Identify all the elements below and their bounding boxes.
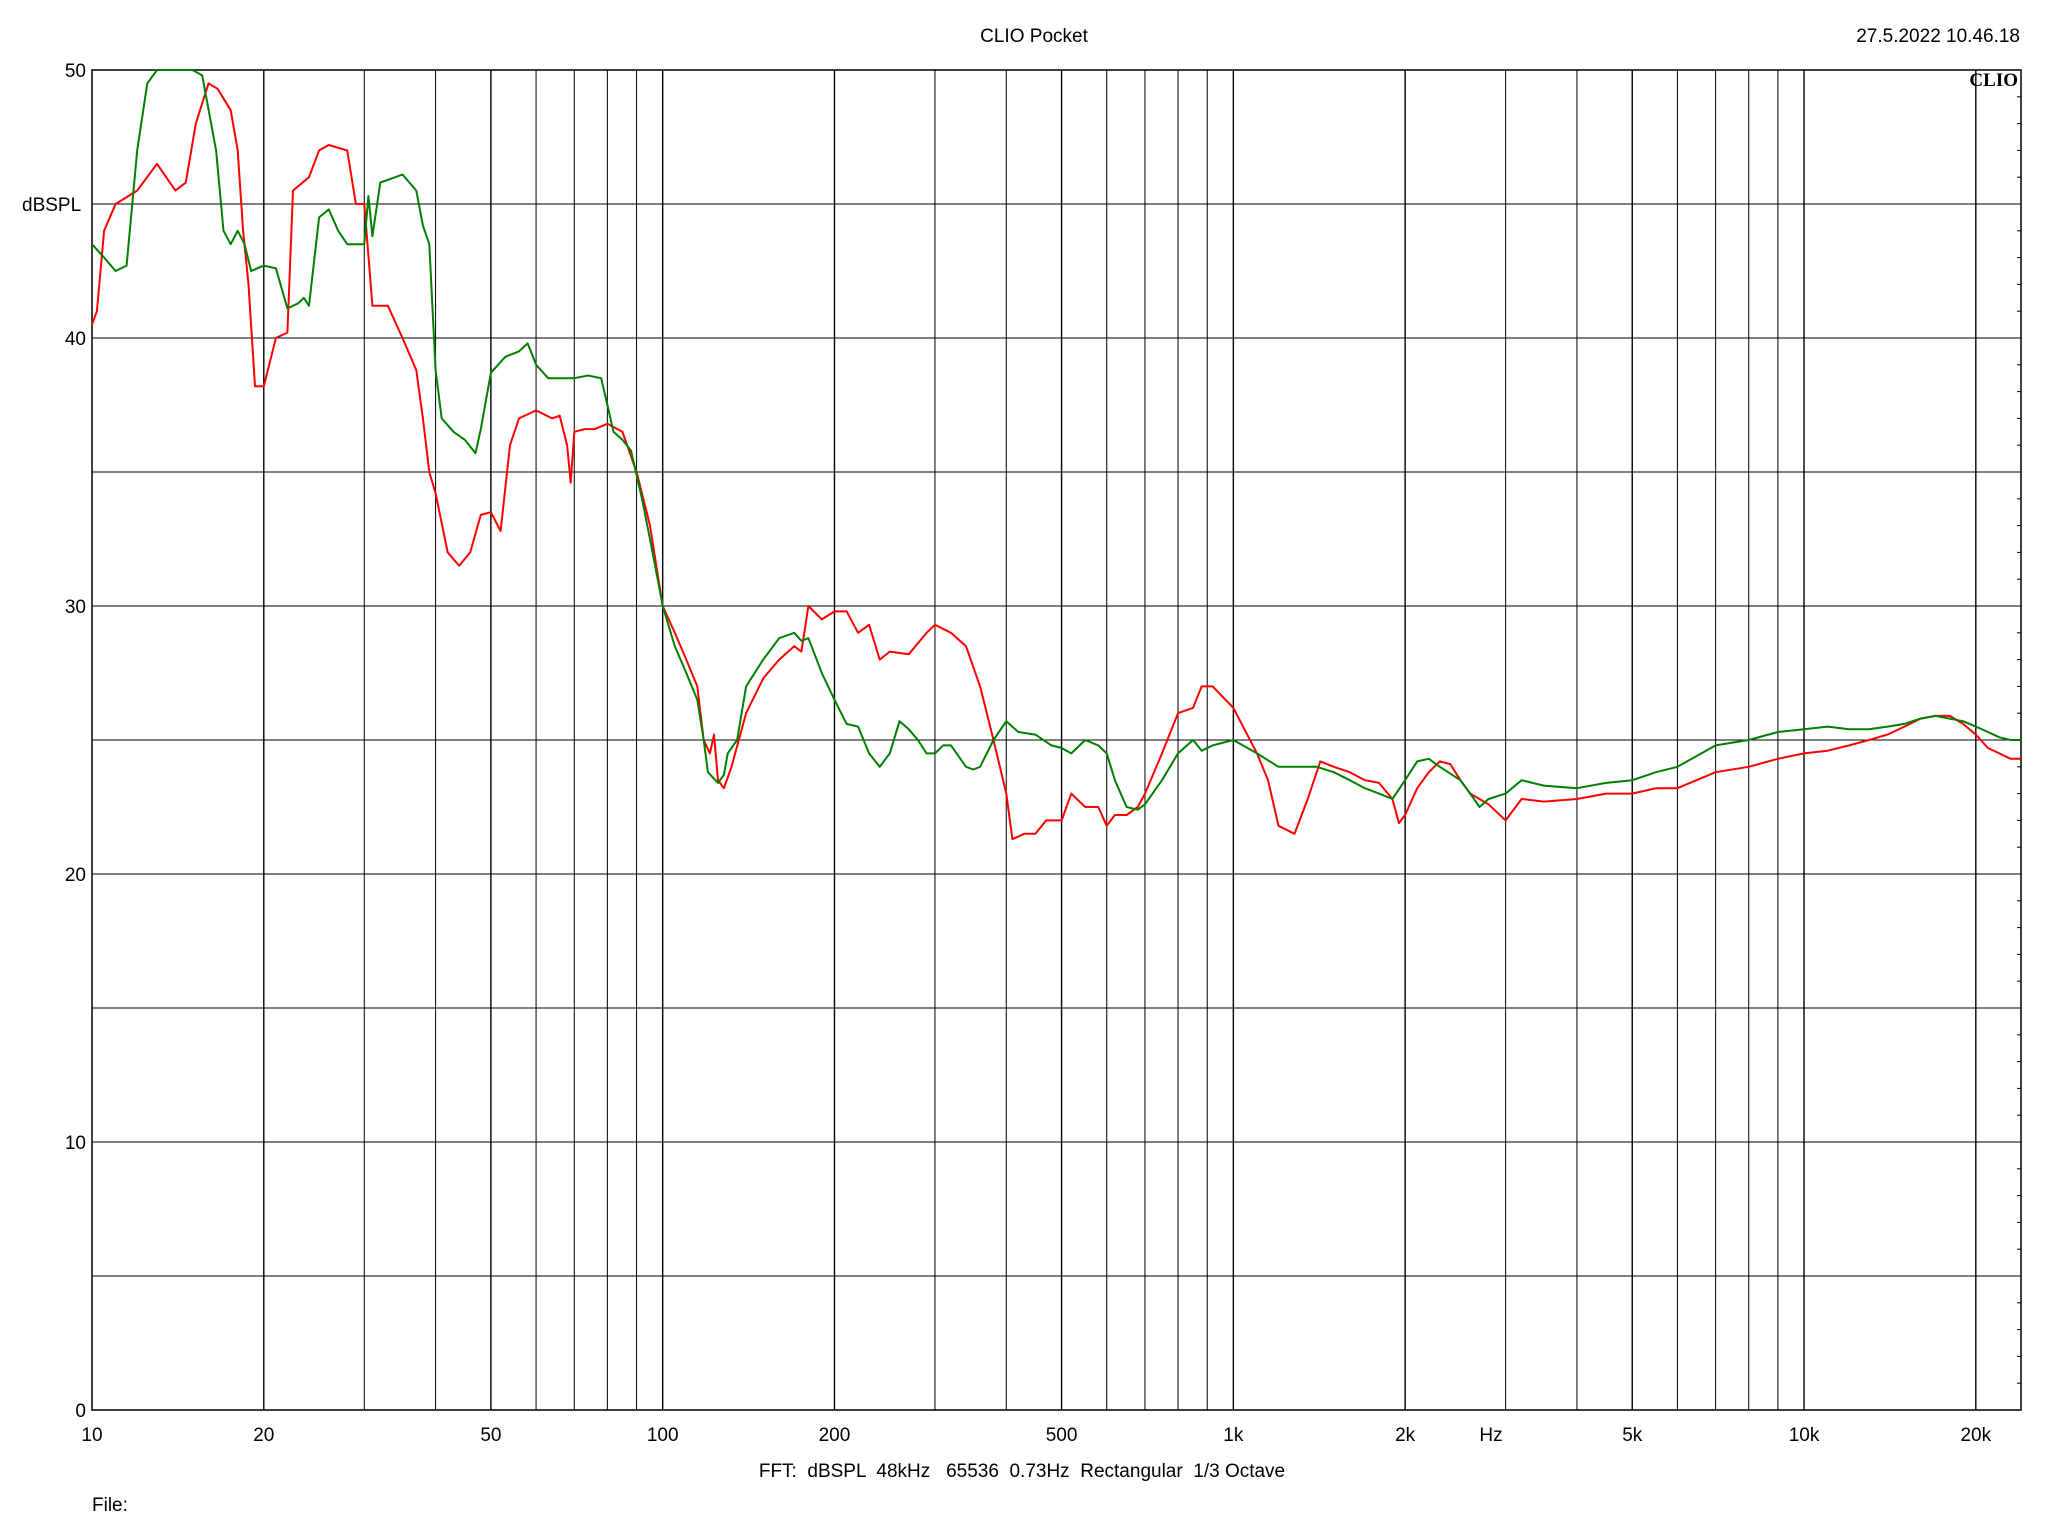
series-line-red xyxy=(91,82,2021,841)
file-label: File: xyxy=(92,1495,128,1516)
y-tick-labels: 0 10 20 30 40 50 xyxy=(65,61,86,1422)
x-tick-label: 20 xyxy=(253,1425,274,1446)
y-tick-label: 30 xyxy=(65,597,86,618)
x-tick-label: 1k xyxy=(1223,1425,1244,1446)
chart-title: CLIO Pocket xyxy=(980,26,1088,47)
series-line-green xyxy=(91,69,2021,811)
y-tick-label: 50 xyxy=(65,61,86,82)
x-tick-label: 2k xyxy=(1395,1425,1416,1446)
x-tick-label: 100 xyxy=(647,1425,679,1446)
timestamp: 27.5.2022 10.46.18 xyxy=(1856,26,2020,47)
y-tick-label: 20 xyxy=(65,865,86,886)
x-tick-label: 10 xyxy=(81,1425,102,1446)
x-tick-label: 10k xyxy=(1789,1425,1820,1446)
x-tick-label: 500 xyxy=(1046,1425,1078,1446)
series-layer xyxy=(91,69,2021,841)
grid-major xyxy=(92,70,2021,1410)
x-tick-label: 200 xyxy=(819,1425,851,1446)
y-tick-label: 0 xyxy=(75,1401,86,1422)
x-tick-label: 20k xyxy=(1960,1425,1991,1446)
y-tick-label: 10 xyxy=(65,1133,86,1154)
x-tick-labels: 10 20 50 100 200 500 1k 2k 5k 10k 20k xyxy=(81,1425,1991,1446)
x-tick-label: 5k xyxy=(1622,1425,1643,1446)
y-tick-label: 40 xyxy=(65,329,86,350)
y-axis-label: dBSPL xyxy=(22,195,81,216)
x-tick-label: 50 xyxy=(480,1425,501,1446)
x-axis-label: Hz xyxy=(1479,1425,1502,1446)
clio-logo: CLIO xyxy=(1969,70,2018,91)
fft-settings: FFT: dBSPL 48kHz 65536 0.73Hz Rectangula… xyxy=(759,1461,1285,1482)
